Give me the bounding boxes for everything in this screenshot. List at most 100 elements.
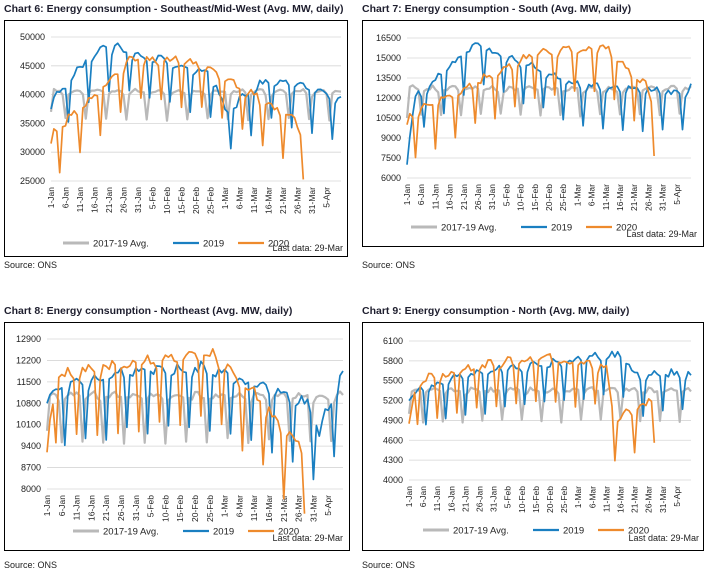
legend-label: 2020 bbox=[278, 527, 299, 538]
x-tick-label: 26-Mar bbox=[293, 187, 303, 214]
y-tick-label: 8700 bbox=[21, 463, 41, 473]
x-tick-label: 25-Feb bbox=[205, 495, 215, 522]
x-tick-label: 25-Feb bbox=[558, 184, 568, 211]
x-tick-label: 6-Mar bbox=[235, 187, 245, 209]
x-tick-label: 31-Mar bbox=[308, 495, 318, 522]
y-tick-label: 4600 bbox=[383, 435, 403, 445]
last-data-note: Last data: 29-Mar bbox=[626, 229, 697, 239]
x-tick-label: 11-Jan bbox=[72, 495, 82, 521]
legend-label: 2020 bbox=[628, 526, 649, 537]
x-tick-label: 6-Mar bbox=[587, 184, 597, 206]
x-tick-label: 26-Mar bbox=[643, 184, 653, 211]
legend-label: 2019 bbox=[203, 239, 224, 250]
x-tick-label: 31-Mar bbox=[658, 486, 668, 513]
chart-svg: 8000 8700 9400 10100 10800 11500 12200 12900 1-J… bbox=[16, 334, 344, 543]
legend-label: 2017-19 Avg. bbox=[453, 526, 509, 537]
series-line bbox=[45, 390, 344, 445]
series-line bbox=[405, 84, 692, 119]
x-tick-label: 26-Jan bbox=[116, 495, 126, 521]
x-tick-label: 5-Apr bbox=[672, 486, 682, 507]
x-tick-label: 5-Feb bbox=[503, 486, 513, 508]
y-tick-label: 50000 bbox=[20, 32, 45, 42]
x-tick-label: 26-Jan bbox=[119, 187, 129, 213]
x-tick-label: 25-Feb bbox=[206, 187, 216, 214]
chart-svg: 4000 4300 4600 4900 5200 5500 5800 6100 1-Jan 6-J… bbox=[383, 336, 699, 543]
y-tick-label: 40000 bbox=[20, 90, 45, 100]
y-tick-label: 4300 bbox=[383, 455, 403, 465]
x-tick-label: 11-Mar bbox=[249, 187, 259, 213]
y-tick-label: 7500 bbox=[381, 153, 401, 163]
x-tick-label: 20-Feb bbox=[544, 184, 554, 211]
x-tick-label: 10-Feb bbox=[517, 486, 527, 513]
chart-title: Chart 9: Energy consumption - North (Avg… bbox=[362, 305, 630, 317]
x-tick-label: 6-Mar bbox=[234, 495, 244, 517]
y-tick-label: 10100 bbox=[16, 420, 41, 430]
x-tick-label: 1-Jan bbox=[46, 187, 56, 209]
legend-label: 2017-19 Avg. bbox=[441, 223, 497, 234]
chart-panel-9: Chart 9: Energy consumption - North (Avg… bbox=[362, 305, 712, 575]
last-data-note: Last data: 29-Mar bbox=[272, 243, 343, 253]
chart-panel-7: Chart 7: Energy consumption - South (Avg… bbox=[362, 3, 712, 273]
legend-label: 2020 bbox=[268, 239, 289, 250]
x-tick-label: 11-Mar bbox=[249, 495, 259, 521]
y-tick-label: 4000 bbox=[383, 475, 403, 485]
series-line bbox=[46, 348, 306, 514]
legend-label: 2017-19 Avg. bbox=[93, 239, 149, 250]
chart-title: Chart 6: Energy consumption - Southeast/… bbox=[4, 3, 344, 15]
x-tick-label: 6-Jan bbox=[416, 184, 426, 206]
x-tick-label: 11-Jan bbox=[432, 486, 442, 512]
x-tick-label: 15-Feb bbox=[175, 495, 185, 522]
chart-title: Chart 7: Energy consumption - South (Avg… bbox=[362, 3, 632, 15]
x-tick-label: 16-Jan bbox=[86, 495, 96, 521]
x-tick-label: 31-Mar bbox=[658, 184, 668, 211]
x-tick-label: 16-Mar bbox=[616, 486, 626, 513]
x-tick-label: 1-Jan bbox=[404, 486, 414, 508]
x-tick-label: 26-Mar bbox=[644, 486, 654, 513]
series-line bbox=[406, 42, 692, 165]
chart-panel-6: Chart 6: Energy consumption - Southeast/… bbox=[4, 3, 354, 273]
chart-svg: 6000 7500 9000 10500 12000 13500 15000 16500 1-J… bbox=[376, 33, 697, 239]
x-tick-label: 5-Feb bbox=[148, 187, 158, 209]
y-tick-label: 6000 bbox=[381, 173, 401, 183]
chart-frame: 4000 4300 4600 4900 5200 5500 5800 6100 1-Jan 6-J… bbox=[362, 322, 704, 551]
series-line bbox=[46, 360, 344, 481]
series-line bbox=[408, 353, 656, 462]
chart-source: Source: ONS bbox=[4, 260, 58, 270]
x-tick-label: 21-Jan bbox=[101, 495, 111, 521]
last-data-note: Last data: 29-Mar bbox=[628, 533, 699, 543]
x-tick-label: 26-Jan bbox=[473, 184, 483, 210]
legend-label: 2019 bbox=[213, 527, 234, 538]
x-tick-label: 21-Jan bbox=[460, 486, 470, 512]
y-tick-label: 5200 bbox=[383, 396, 403, 406]
x-tick-label: 21-Mar bbox=[629, 184, 639, 211]
series-line bbox=[407, 386, 692, 424]
x-tick-label: 21-Jan bbox=[459, 184, 469, 210]
y-tick-label: 12900 bbox=[16, 334, 41, 344]
x-tick-label: 5-Apr bbox=[323, 495, 333, 516]
x-tick-label: 6-Jan bbox=[418, 486, 428, 508]
x-tick-label: 6-Jan bbox=[57, 495, 67, 517]
y-tick-label: 10500 bbox=[376, 113, 401, 123]
x-tick-label: 21-Jan bbox=[104, 187, 114, 213]
legend-label: 2017-19 Avg. bbox=[103, 527, 159, 538]
x-tick-label: 5-Apr bbox=[322, 187, 332, 208]
x-tick-label: 6-Mar bbox=[587, 486, 597, 508]
chart-source: Source: ONS bbox=[4, 560, 58, 570]
x-tick-label: 21-Mar bbox=[279, 495, 289, 522]
y-tick-label: 25000 bbox=[20, 176, 45, 186]
x-tick-label: 21-Mar bbox=[630, 486, 640, 513]
y-tick-label: 9000 bbox=[381, 133, 401, 143]
x-tick-label: 1-Mar bbox=[573, 486, 583, 508]
x-tick-label: 16-Mar bbox=[264, 495, 274, 522]
x-tick-label: 26-Jan bbox=[475, 486, 485, 512]
x-tick-label: 11-Jan bbox=[430, 184, 440, 210]
chart-frame: 8000 8700 9400 10100 10800 11500 12200 12900 1-J… bbox=[4, 322, 350, 551]
x-tick-label: 15-Feb bbox=[530, 184, 540, 211]
y-tick-label: 5500 bbox=[383, 376, 403, 386]
y-tick-label: 30000 bbox=[20, 147, 45, 157]
x-tick-label: 5-Feb bbox=[501, 184, 511, 206]
x-tick-label: 25-Feb bbox=[559, 486, 569, 513]
chart-title: Chart 8: Energy consumption - Northeast … bbox=[4, 305, 293, 317]
x-tick-label: 20-Feb bbox=[190, 495, 200, 522]
x-tick-label: 11-Mar bbox=[601, 184, 611, 210]
